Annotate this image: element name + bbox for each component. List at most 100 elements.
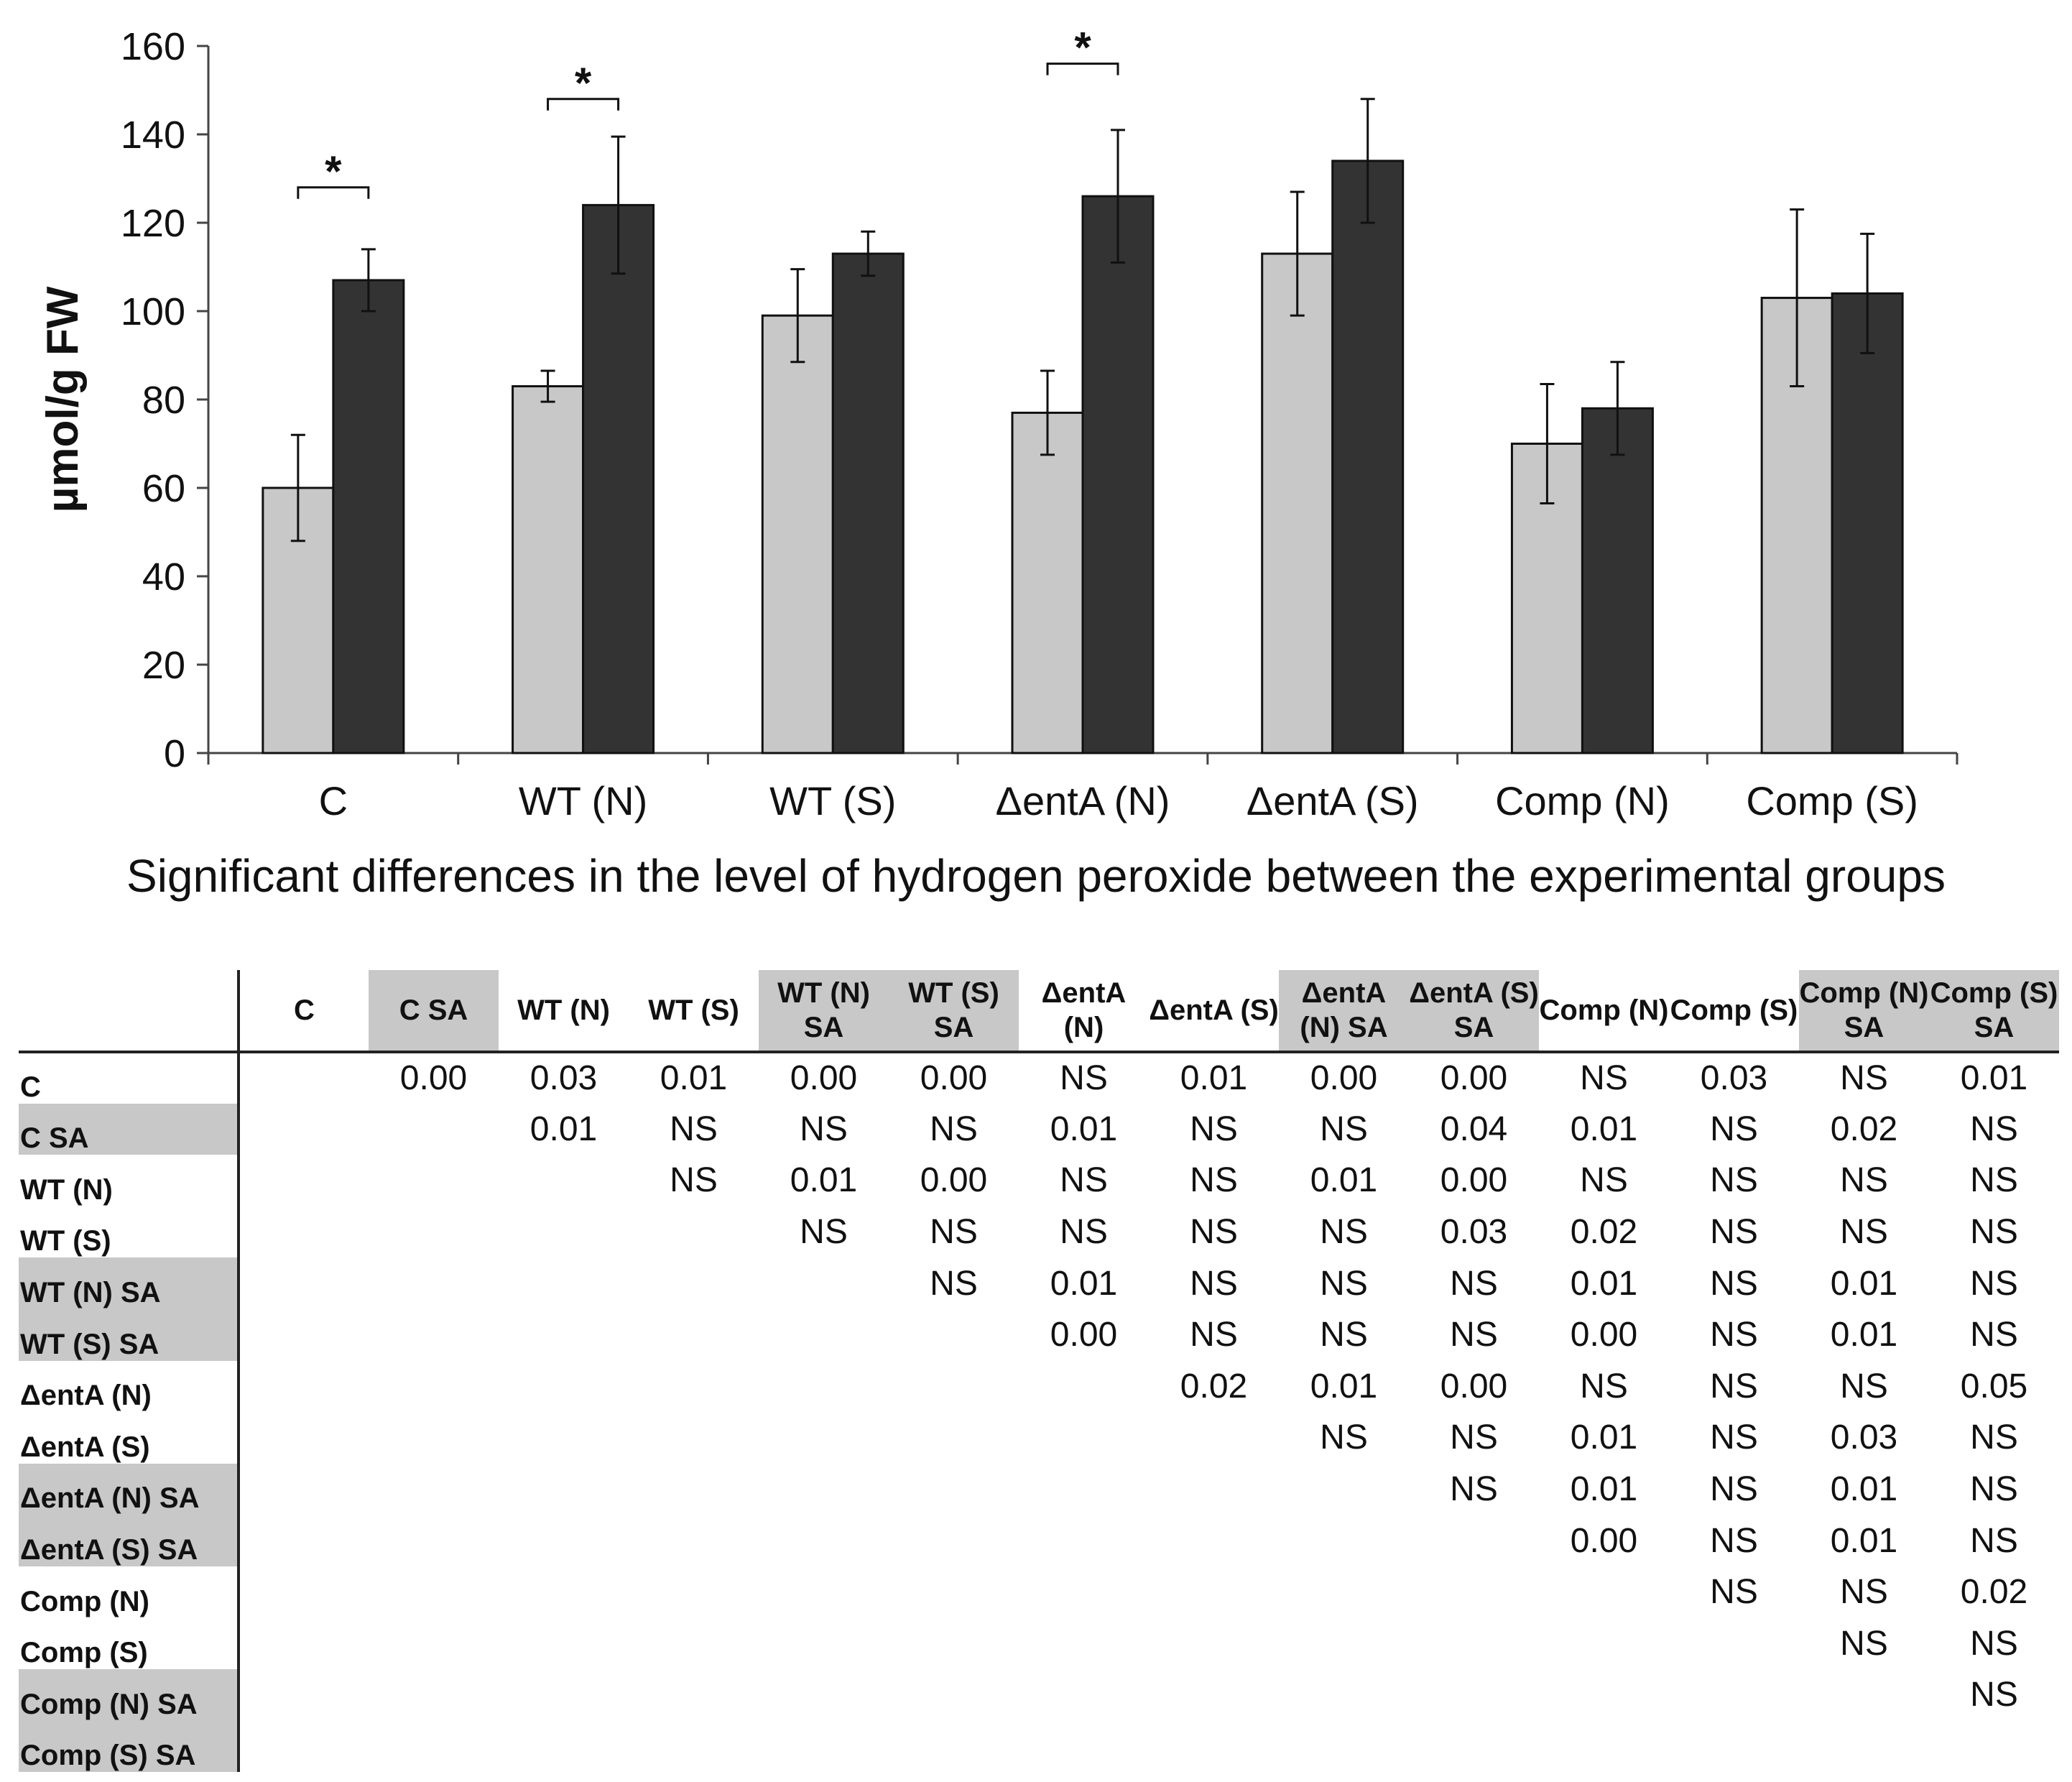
bar-SA [1331, 160, 1405, 754]
table-cell [369, 1412, 499, 1464]
table-cell: NS [1970, 1470, 2018, 1509]
column-header: WT (S) [629, 970, 759, 1053]
table-cell [1019, 1618, 1149, 1670]
table-cell [1929, 1721, 2059, 1773]
table-cell: 0.03 [529, 1059, 598, 1098]
column-header: Comp (S) [1669, 970, 1799, 1053]
column-header: WT (S) SA [889, 970, 1019, 1053]
table-cell [499, 1721, 629, 1773]
table-cell: NS [1970, 1161, 2018, 1200]
table-cell [889, 1618, 1019, 1670]
table-cell [1279, 1669, 1409, 1721]
table-row: Comp (S) SA [19, 1720, 2059, 1773]
table-cell [1279, 1618, 1409, 1670]
table-row: ΔentA (S) SA 0.00 NS 0.01 NS [19, 1515, 2059, 1566]
table-cell [1539, 1618, 1669, 1670]
bar-chart: 0 20 40 60 80 100 120 140 160 µmol/g FW C WT (N) WT … [38, 24, 1958, 823]
table-cell: NS [1060, 1213, 1108, 1252]
table-cell [239, 1618, 369, 1670]
table-cell: 0.01 [1310, 1367, 1378, 1405]
table-cell: 0.00 [399, 1059, 468, 1098]
x-tick-label: Comp (N) [1495, 778, 1670, 823]
table-cell: 0.01 [1570, 1109, 1638, 1148]
table-cell: NS [1840, 1573, 1888, 1612]
bar-SA [582, 203, 655, 754]
table-cell: 0.04 [1440, 1109, 1508, 1148]
row-header: ΔentA (S) [19, 1412, 240, 1464]
table-cell: 0.03 [1700, 1059, 1768, 1098]
table-row: WT (N) NS 0.01 0.00 NS NS 0.01 0.00 NS NS NS NS [19, 1155, 2059, 1206]
table-cell [629, 1566, 759, 1618]
y-tick-label: 140 [121, 114, 185, 157]
table-cell [1539, 1669, 1669, 1721]
significance-marker: * [325, 147, 342, 195]
table-cell [889, 1515, 1019, 1566]
table-cell [759, 1721, 889, 1773]
row-header: Comp (S) [19, 1617, 240, 1670]
y-tick-label: 0 [164, 732, 185, 775]
column-header: C [239, 970, 369, 1053]
bar-control [761, 314, 834, 754]
table-cell [239, 1721, 369, 1773]
x-tick-label: ΔentA (N) [996, 778, 1170, 823]
table-cell [239, 1257, 369, 1309]
table-cell [1149, 1412, 1279, 1464]
y-axis-label: µmol/g FW [38, 286, 88, 512]
table-cell: NS [1320, 1316, 1368, 1354]
table-cell [1409, 1618, 1539, 1670]
table-cell: 0.01 [790, 1161, 858, 1200]
table-cell [369, 1155, 499, 1206]
table-cell: NS [1320, 1418, 1368, 1457]
table-cell [1149, 1721, 1279, 1773]
table-row: C SA 0.01 NS NS NS 0.01 NS NS 0.04 0.01 NS 0.02 NS [19, 1103, 2059, 1155]
table-cell [1019, 1669, 1149, 1721]
table-row: Comp (N) SA NS [19, 1669, 2059, 1721]
table-cell [629, 1309, 759, 1361]
table-cell: 0.02 [1570, 1213, 1638, 1252]
table-cell [499, 1464, 629, 1515]
column-header: Comp (N) SA [1799, 970, 1929, 1053]
table-cell [499, 1206, 629, 1258]
column-header: Comp (S) SA [1929, 970, 2059, 1053]
table-cell: NS [1710, 1521, 1758, 1560]
table-cell [1149, 1515, 1279, 1566]
table-cell: NS [1320, 1264, 1368, 1303]
table-row: Comp (N) NS NS 0.02 [19, 1566, 2059, 1618]
table-cell: 0.02 [1180, 1367, 1248, 1405]
table-cell [1279, 1464, 1409, 1515]
table-cell [1019, 1515, 1149, 1566]
table-cell [1799, 1721, 1929, 1773]
table-cell: NS [1450, 1264, 1498, 1303]
row-header: WT (N) [19, 1155, 240, 1206]
table-cell: NS [1190, 1161, 1238, 1200]
row-header: WT (S) [19, 1206, 240, 1258]
table-cell: 0.01 [1570, 1264, 1638, 1303]
table-cell: NS [1450, 1316, 1498, 1354]
column-header: C SA [369, 970, 499, 1053]
row-header: ΔentA (S) SA [19, 1515, 240, 1566]
table-row: ΔentA (N) 0.02 0.01 0.00 NS NS NS 0.05 [19, 1360, 2059, 1413]
x-tick-label: C [319, 778, 348, 823]
column-header: WT (N) [499, 970, 629, 1053]
table-cell: NS [1970, 1264, 2018, 1303]
table-cell: NS [930, 1109, 978, 1148]
bar-control [512, 385, 585, 754]
table-cell [499, 1515, 629, 1566]
table-cell [1019, 1566, 1149, 1618]
table-cell: NS [1580, 1059, 1628, 1098]
table-cell [1019, 1361, 1149, 1413]
table-cell: 0.00 [920, 1059, 988, 1098]
table-cell: NS [1190, 1264, 1238, 1303]
table-cell: NS [1190, 1109, 1238, 1148]
table-cell: NS [1710, 1264, 1758, 1303]
significance-marker: * [575, 59, 592, 107]
table-row: ΔentA (S) NS NS 0.01 NS 0.03 NS [19, 1412, 2059, 1464]
table-cell: NS [1710, 1213, 1758, 1252]
table-cell [629, 1464, 759, 1515]
table-cell: NS [1580, 1161, 1628, 1200]
table-cell: NS [1970, 1418, 2018, 1457]
table-cell [1669, 1721, 1799, 1773]
table-cell: 0.01 [1570, 1470, 1638, 1509]
table-cell: NS [1970, 1624, 2018, 1663]
